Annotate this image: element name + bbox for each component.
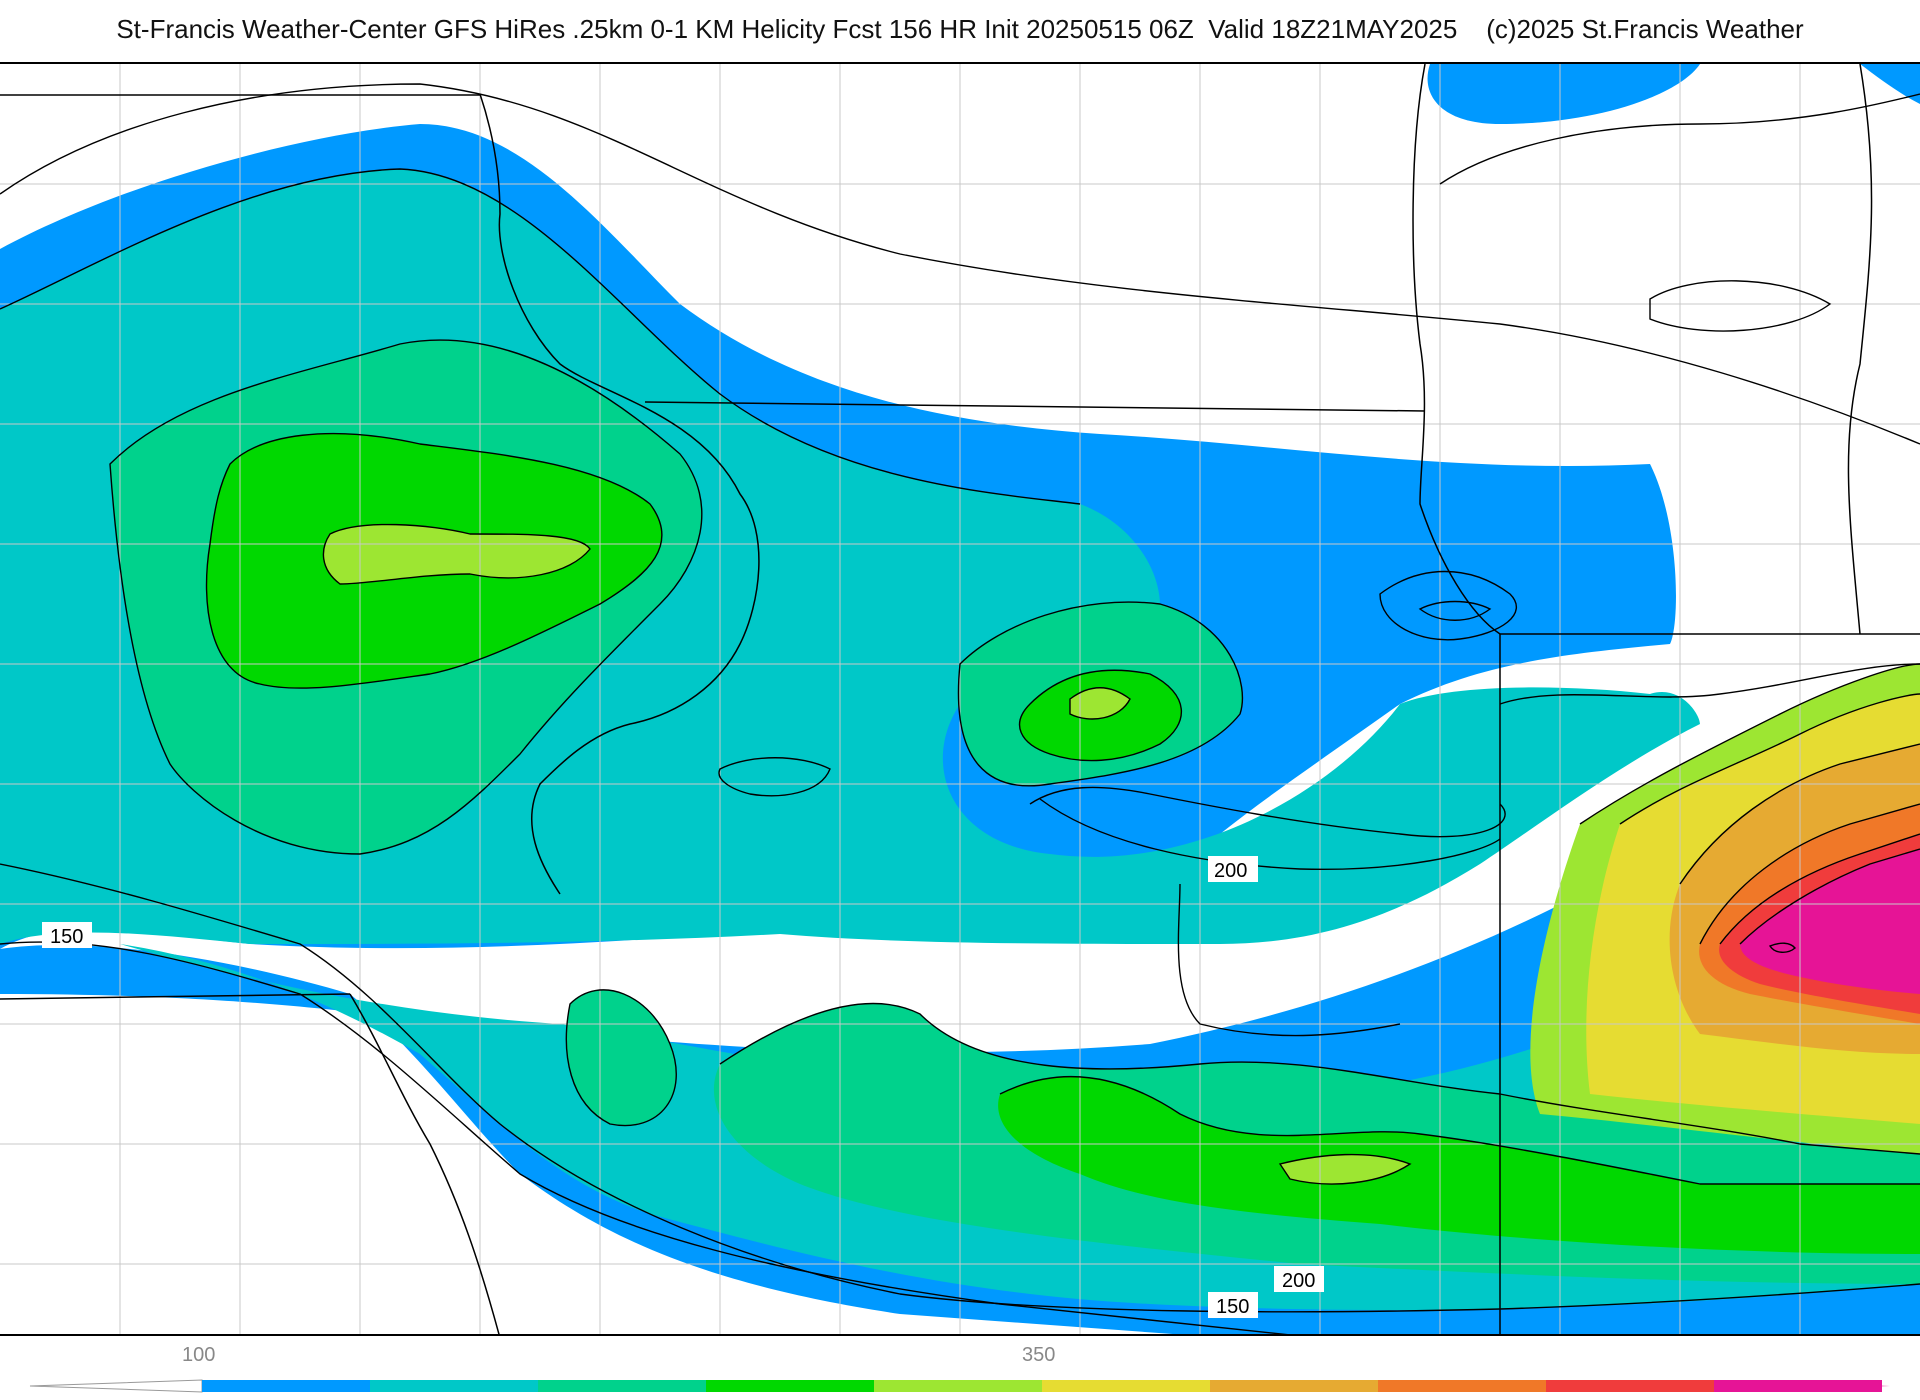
contour-label: 200	[1214, 860, 1247, 882]
colorbar-segment	[370, 1380, 538, 1392]
region-300-350	[323, 524, 590, 584]
colorbar: 100 350	[0, 1336, 1920, 1400]
region-300-350-b	[1070, 687, 1130, 719]
region-550-plus	[1740, 849, 1920, 994]
colorbar-segment	[1378, 1380, 1546, 1392]
state-lines	[0, 64, 1920, 1334]
colorbar-segment	[1210, 1380, 1378, 1392]
colorbar-swatches	[29, 1379, 1890, 1393]
colorbar-segment	[538, 1380, 706, 1392]
contour-lines	[0, 83, 1920, 1334]
contour-label: 150	[1216, 1296, 1249, 1318]
colorbar-over-arrow	[1718, 1380, 1890, 1392]
region-100-150-topright2	[1860, 64, 1920, 104]
colorbar-segment	[1042, 1380, 1210, 1392]
county-lines	[0, 64, 1920, 1334]
colorbar-segment	[202, 1380, 370, 1392]
region-100-150-topright	[1427, 64, 1700, 124]
colorbar-segment	[874, 1380, 1042, 1392]
contour-label: 200	[1282, 1270, 1315, 1292]
colorbar-under-arrow	[29, 1379, 203, 1393]
colorbar-tick-label: 100	[182, 1344, 216, 1366]
contour-label-group: 150 200 200 150	[42, 856, 1324, 1318]
map-title: St-Francis Weather-Center GFS HiRes .25k…	[116, 14, 1804, 44]
colorbar-tick-label: 350	[1022, 1344, 1056, 1366]
colorbar-segment	[1546, 1380, 1714, 1392]
region-250-300-c	[998, 1076, 1920, 1254]
contour-label: 150	[50, 926, 83, 948]
colorbar-segment	[706, 1380, 874, 1392]
helicity-map: 150 200 200 150	[0, 62, 1920, 1336]
region-300-350-c	[1280, 1154, 1410, 1184]
